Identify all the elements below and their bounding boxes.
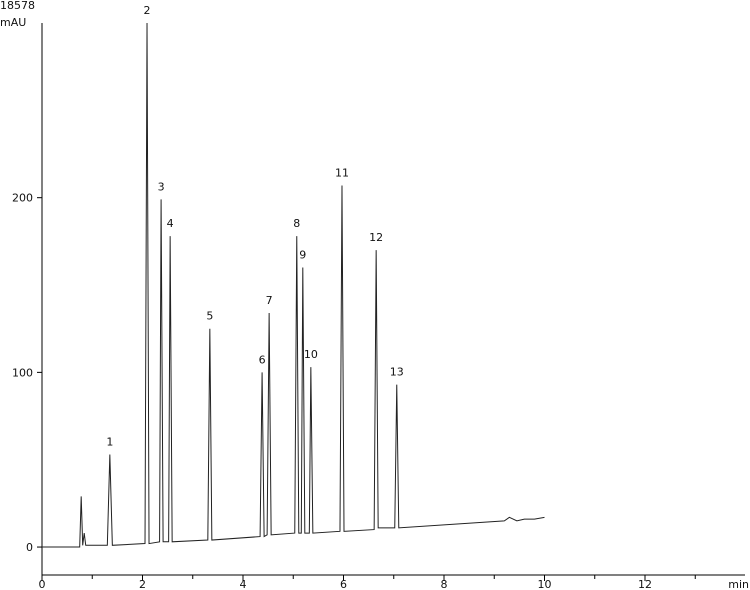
peak-label: 11 (335, 166, 349, 179)
peak-label: 2 (144, 4, 151, 17)
peak-label: 6 (259, 353, 266, 366)
y-tick-label: 200 (12, 192, 33, 205)
x-tick-label: 10 (538, 578, 552, 590)
peak-label: 13 (390, 366, 404, 379)
peak-label: 1 (106, 435, 113, 448)
peak-label: 4 (167, 217, 174, 230)
y-unit: mAU (0, 16, 26, 29)
x-tick-label: 8 (441, 578, 448, 590)
peak-label: 7 (266, 294, 273, 307)
peak-label: 5 (206, 310, 213, 323)
peak-label: 12 (369, 231, 383, 244)
x-unit: min (728, 578, 749, 590)
peak-label: 10 (304, 348, 318, 361)
peak-label: 9 (299, 249, 306, 262)
x-tick-label: 4 (240, 578, 247, 590)
trace (42, 22, 545, 548)
peak-label: 8 (293, 217, 300, 230)
x-tick-label: 0 (39, 578, 46, 590)
x-tick-label: 12 (638, 578, 652, 590)
y-tick-label: 0 (26, 541, 33, 554)
peak-label: 3 (158, 180, 165, 193)
y-tick-label: 100 (12, 366, 33, 379)
x-tick-label: 6 (340, 578, 347, 590)
x-tick-label: 2 (139, 578, 146, 590)
y-top-label: 18578 (0, 0, 35, 12)
